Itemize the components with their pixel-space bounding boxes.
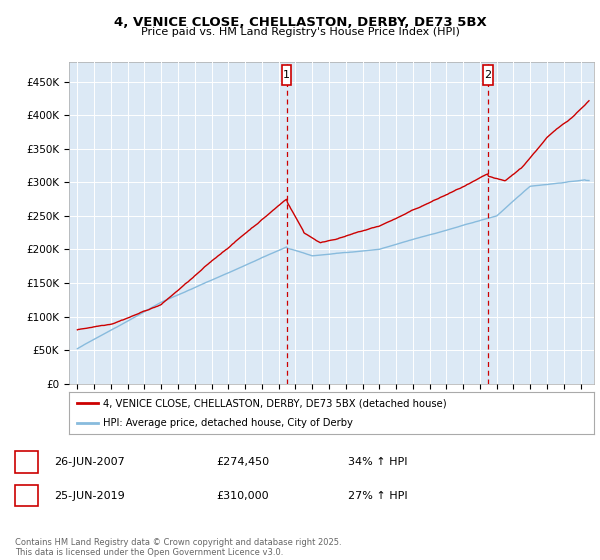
Text: £310,000: £310,000 (216, 491, 269, 501)
Text: 34% ↑ HPI: 34% ↑ HPI (348, 457, 407, 467)
Text: HPI: Average price, detached house, City of Derby: HPI: Average price, detached house, City… (103, 418, 353, 428)
Text: Contains HM Land Registry data © Crown copyright and database right 2025.
This d: Contains HM Land Registry data © Crown c… (15, 538, 341, 557)
Text: 1: 1 (283, 70, 290, 80)
Text: 2: 2 (23, 491, 30, 501)
FancyBboxPatch shape (282, 65, 292, 85)
Text: 1: 1 (23, 457, 30, 467)
Text: 26-JUN-2007: 26-JUN-2007 (54, 457, 125, 467)
Text: 4, VENICE CLOSE, CHELLASTON, DERBY, DE73 5BX (detached house): 4, VENICE CLOSE, CHELLASTON, DERBY, DE73… (103, 398, 447, 408)
Text: Price paid vs. HM Land Registry's House Price Index (HPI): Price paid vs. HM Land Registry's House … (140, 27, 460, 37)
Text: 2: 2 (484, 70, 491, 80)
Text: 27% ↑ HPI: 27% ↑ HPI (348, 491, 407, 501)
Text: 4, VENICE CLOSE, CHELLASTON, DERBY, DE73 5BX: 4, VENICE CLOSE, CHELLASTON, DERBY, DE73… (113, 16, 487, 29)
Text: 25-JUN-2019: 25-JUN-2019 (54, 491, 125, 501)
FancyBboxPatch shape (484, 65, 493, 85)
Text: £274,450: £274,450 (216, 457, 269, 467)
